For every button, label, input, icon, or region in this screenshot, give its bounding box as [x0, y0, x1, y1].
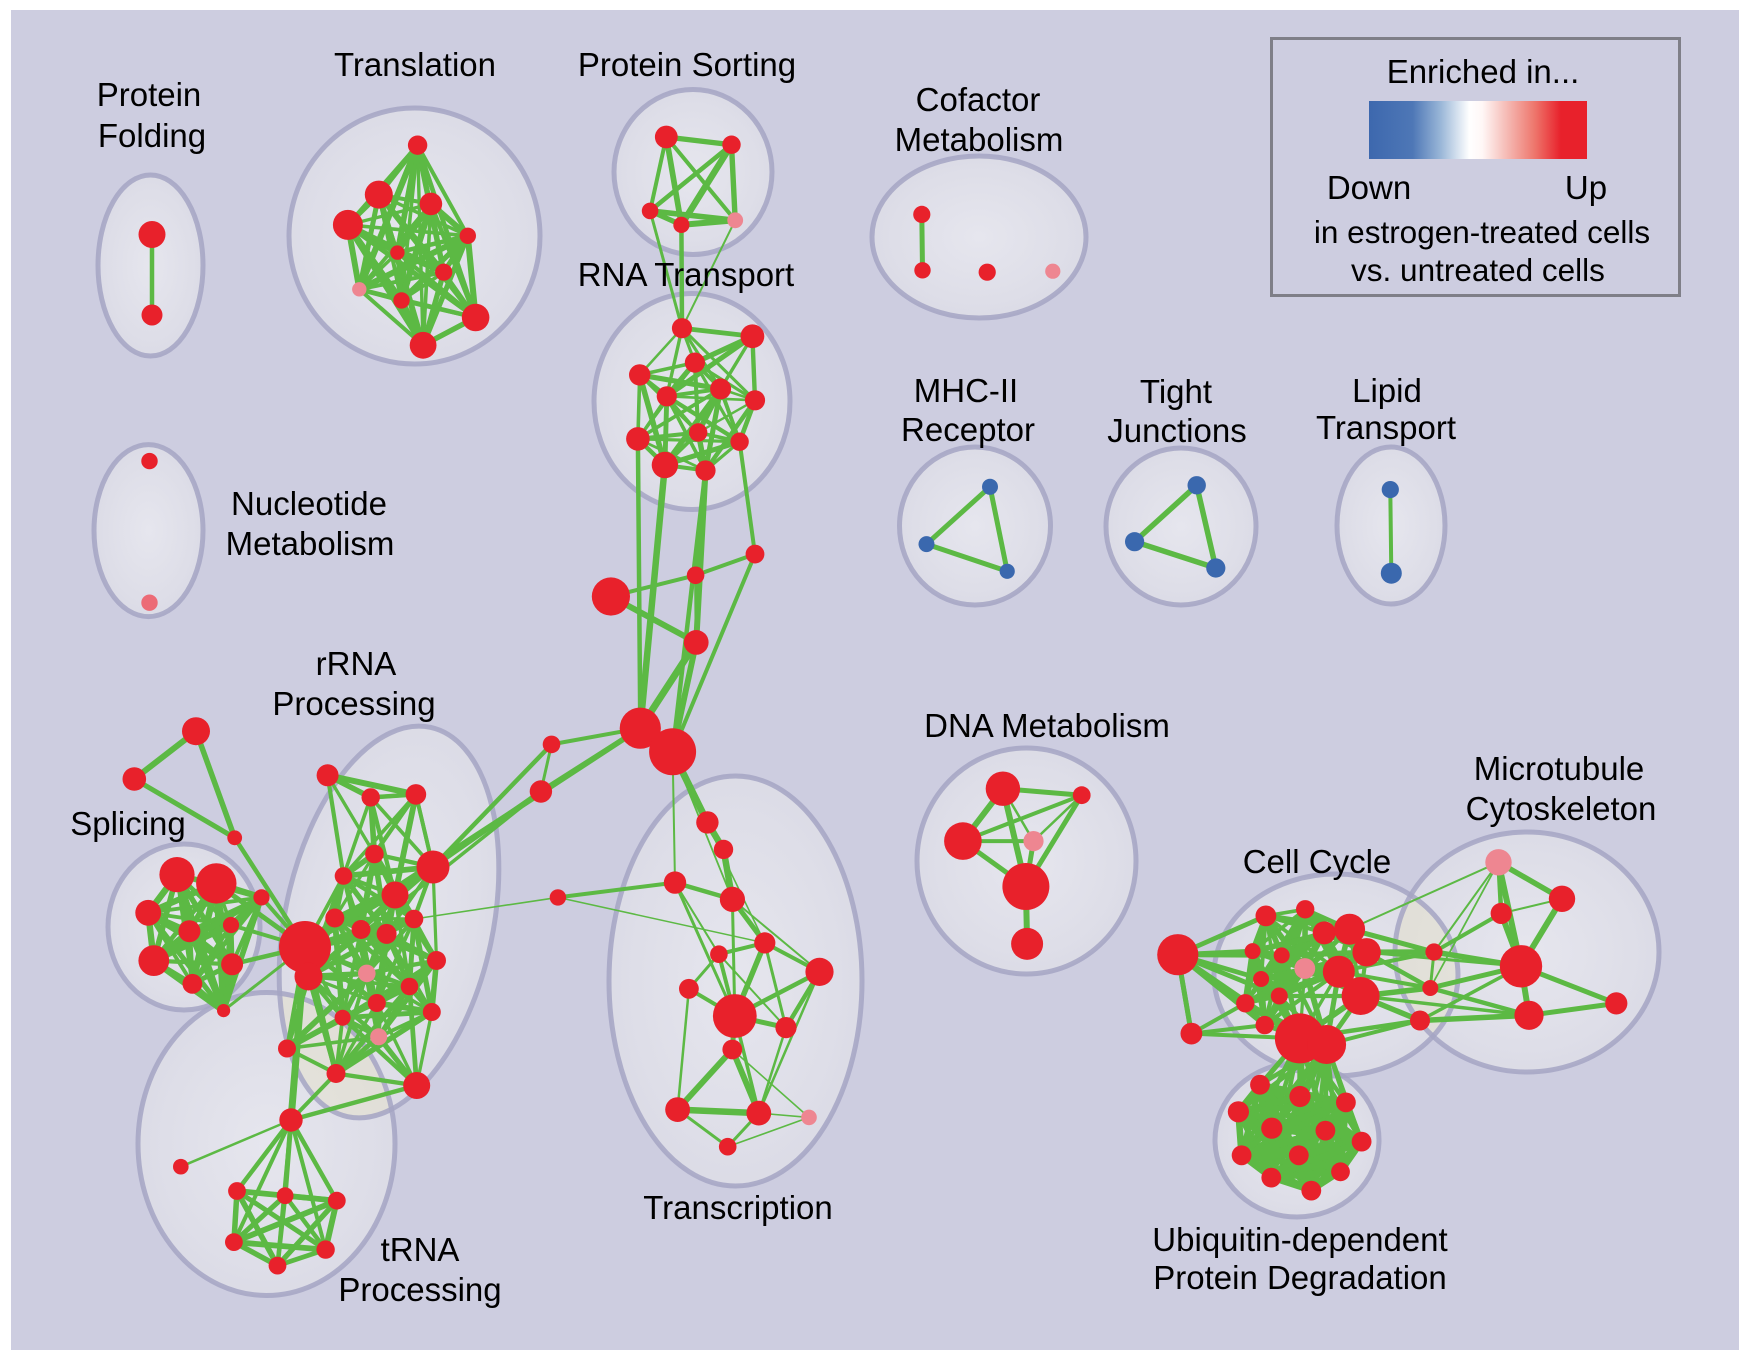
- svg-text:Receptor: Receptor: [901, 411, 1035, 448]
- svg-text:Folding: Folding: [98, 117, 206, 154]
- svg-text:Processing: Processing: [338, 1271, 501, 1308]
- svg-text:Protein Degradation: Protein Degradation: [1153, 1259, 1447, 1296]
- svg-text:Microtubule: Microtubule: [1474, 750, 1645, 787]
- svg-text:RNA Transport: RNA Transport: [578, 256, 794, 293]
- svg-text:Cofactor: Cofactor: [916, 81, 1041, 118]
- svg-text:tRNA: tRNA: [381, 1231, 460, 1268]
- svg-text:Protein Sorting: Protein Sorting: [578, 46, 796, 83]
- svg-text:Transcription: Transcription: [643, 1189, 833, 1226]
- svg-text:Processing: Processing: [272, 685, 435, 722]
- svg-text:Junctions: Junctions: [1107, 412, 1246, 449]
- svg-text:Transport: Transport: [1316, 409, 1456, 446]
- svg-text:Down: Down: [1327, 169, 1411, 206]
- svg-text:Enriched in...: Enriched in...: [1387, 53, 1580, 90]
- svg-text:Metabolism: Metabolism: [895, 121, 1064, 158]
- svg-text:Tight: Tight: [1140, 373, 1212, 410]
- svg-text:Cytoskeleton: Cytoskeleton: [1466, 790, 1657, 827]
- svg-text:Lipid: Lipid: [1352, 372, 1422, 409]
- svg-text:Up: Up: [1565, 169, 1607, 206]
- svg-text:Metabolism: Metabolism: [226, 525, 395, 562]
- svg-text:Ubiquitin-dependent: Ubiquitin-dependent: [1152, 1221, 1447, 1258]
- svg-text:Cell Cycle: Cell Cycle: [1243, 843, 1392, 880]
- svg-text:Nucleotide: Nucleotide: [231, 485, 387, 522]
- svg-text:Translation: Translation: [334, 46, 496, 83]
- svg-text:rRNA: rRNA: [316, 645, 397, 682]
- svg-text:Protein: Protein: [97, 76, 202, 113]
- svg-text:in estrogen-treated cells: in estrogen-treated cells: [1314, 214, 1650, 250]
- svg-text:Splicing: Splicing: [70, 805, 186, 842]
- svg-text:vs. untreated cells: vs. untreated cells: [1351, 252, 1605, 288]
- svg-text:DNA Metabolism: DNA Metabolism: [924, 707, 1170, 744]
- svg-text:MHC-II: MHC-II: [914, 372, 1018, 409]
